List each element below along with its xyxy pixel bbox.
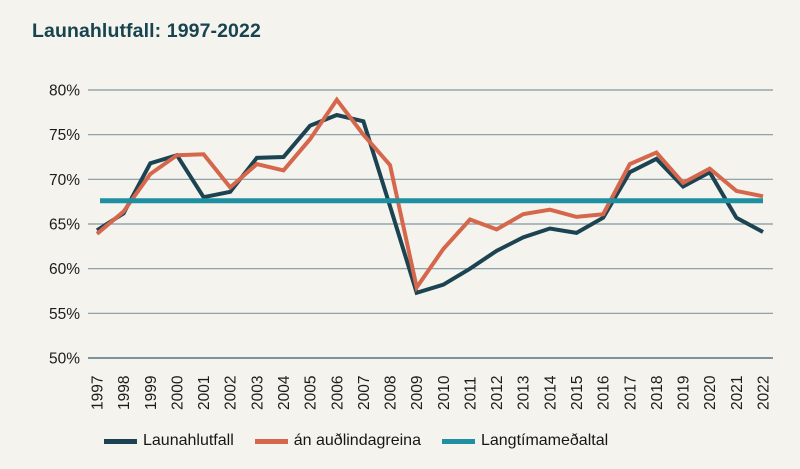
x-tick-label: 2009 [409,376,426,410]
legend-label-launahlutfall: Launahlutfall [143,432,234,449]
x-tick-label: 2018 [649,376,666,410]
x-tick-label: 2021 [729,376,746,410]
legend-label-langtimamedaltal: Langtímameðaltal [480,432,609,449]
x-tick-label: 2011 [462,377,479,410]
y-tick-label: 75% [49,127,80,144]
legend-item-langtimamedaltal: Langtímameðaltal [441,432,609,450]
legend-swatch-an-audlindagreina [254,438,288,444]
legend-item-launahlutfall: Launahlutfall [104,432,234,450]
x-tick-label: 2000 [169,375,186,410]
y-tick-label: 80% [49,83,80,100]
x-tick-label: 2010 [436,375,453,410]
x-tick-label: 2003 [249,376,266,410]
x-tick-label: 2008 [383,376,400,410]
legend-label-an-audlindagreina: án auðlindagreina [293,432,421,449]
x-tick-label: 1997 [90,376,107,410]
x-tick-label: 2017 [622,376,639,410]
x-tick-label: 2002 [223,376,240,410]
x-tick-label: 2001 [196,376,213,410]
chart-legend: Launahlutfall án auðlindagreina Langtíma… [104,432,608,450]
legend-swatch-launahlutfall [104,438,137,444]
legend-swatch-langtimamedaltal [441,438,475,444]
chart-title: Launahlutfall: 1997-2022 [32,20,261,42]
x-tick-label: 2004 [276,375,293,410]
series-line-launahlutfall [95,112,764,296]
y-tick-label: 60% [49,261,80,278]
x-tick-label: 2005 [303,376,320,410]
x-tick-label: 2015 [569,376,586,410]
x-tick-label: 2007 [356,376,373,410]
x-tick-label: 2022 [756,376,773,410]
series-line--n-au-lindagreina [95,96,764,293]
x-tick-label: 1998 [116,376,133,410]
x-tick-label: 2006 [329,376,346,410]
legend-item-an-audlindagreina: án auðlindagreina [254,432,421,450]
x-tick-label: 2020 [702,375,719,410]
y-tick-label: 50% [49,351,80,368]
x-tick-label: 2013 [516,376,533,410]
x-tick-label: 1999 [143,376,160,410]
x-tick-label: 2014 [542,375,559,410]
x-tick-label: 2016 [596,376,613,410]
y-tick-label: 70% [49,172,80,189]
x-tick-label: 2012 [489,376,506,410]
y-tick-label: 65% [49,217,80,234]
y-tick-label: 55% [49,306,80,323]
x-tick-label: 2019 [676,376,693,410]
